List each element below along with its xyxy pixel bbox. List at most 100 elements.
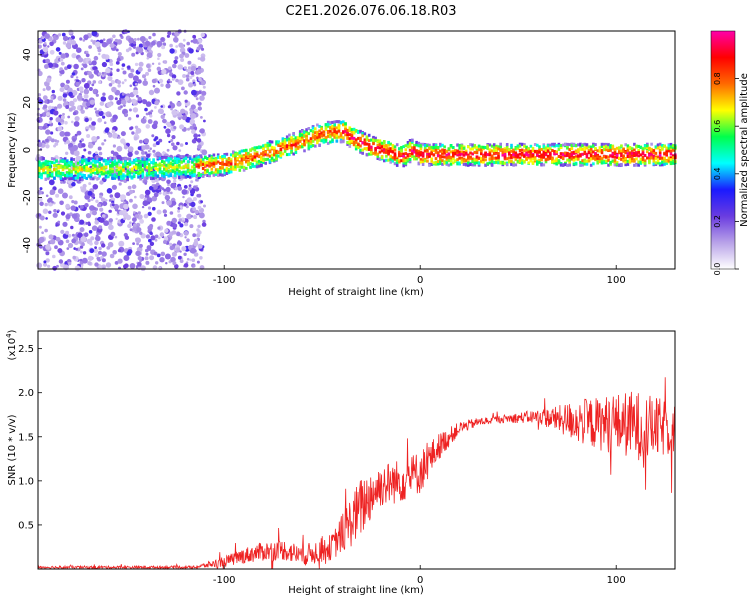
spectrogram-cell <box>245 155 248 159</box>
spectrogram-cell <box>229 158 233 162</box>
spectrogram-cell <box>357 143 360 147</box>
spectrogram-cell <box>238 151 242 155</box>
spectrogram-cell <box>475 155 479 159</box>
spectrogram-cell <box>156 182 160 186</box>
spectrogram-cell <box>98 161 101 165</box>
spectrogram-cell <box>529 144 533 148</box>
spectrogram-cell <box>283 141 287 145</box>
spectrogram-cell <box>93 248 99 254</box>
spectrogram-cell <box>247 163 250 167</box>
spectrogram-cell <box>354 140 358 144</box>
spectrogram-cell <box>110 80 115 85</box>
spectrogram-cell <box>160 160 164 163</box>
spectrogram-cell <box>236 165 239 169</box>
spectrogram-cell <box>480 159 483 163</box>
spectrogram-cell <box>193 155 196 159</box>
spectrogram-cell <box>96 167 99 171</box>
spectrogram-cell <box>395 143 399 147</box>
spectrogram-cell <box>633 163 636 167</box>
spectrogram-cell <box>66 171 69 175</box>
spectrogram-cell <box>45 194 49 198</box>
spectrogram-cell <box>658 156 662 160</box>
spectrogram-cell <box>206 157 209 161</box>
spectrogram-cell <box>251 164 254 168</box>
spectrogram-cell <box>449 159 453 163</box>
spectrogram-cell <box>109 164 112 168</box>
spectrogram-cell <box>398 152 401 156</box>
spectrogram-cell <box>434 145 438 149</box>
spectrogram-cell <box>87 144 92 148</box>
spectrogram-cell <box>165 186 171 193</box>
spectrogram-cell <box>156 40 163 47</box>
spectrogram-cell <box>216 170 220 173</box>
spectrogram-cell <box>378 141 382 145</box>
spectrogram-cell <box>107 241 114 248</box>
spectrogram-cell <box>404 161 408 165</box>
spectrogram-cell <box>531 146 535 150</box>
spectrogram-cell <box>568 163 571 167</box>
spectrogram-cell <box>117 160 121 164</box>
snr-background <box>38 331 675 569</box>
spectrogram-cell <box>359 139 362 142</box>
spectrogram-cell <box>510 159 513 163</box>
spectrogram-cell <box>197 224 201 228</box>
spectrogram-cell <box>136 94 139 98</box>
spectrogram-cell <box>145 174 149 178</box>
spectrogram-cell <box>333 120 336 124</box>
spectrogram-cell <box>596 159 599 163</box>
spectrogram-cell <box>613 155 617 159</box>
spectrogram-cell <box>529 154 533 158</box>
spectrogram-cell <box>181 115 187 121</box>
spectrogram-cell <box>574 150 578 154</box>
spectrogram-cell <box>314 144 317 148</box>
spectrogram-cell <box>497 158 500 162</box>
spectrogram-cell <box>376 140 380 144</box>
spectrogram-cell <box>615 153 619 157</box>
spectrogram-cell <box>624 151 627 154</box>
spectrogram-cell <box>283 138 287 142</box>
spectrogram-cell <box>65 42 72 49</box>
spectrogram-cell <box>273 158 276 162</box>
spectrogram-cell <box>555 144 558 148</box>
spectrogram-cell <box>303 149 306 153</box>
spectrogram-cell <box>108 209 112 213</box>
spectrogram-cell <box>197 134 201 137</box>
spectrogram-cell <box>182 74 187 78</box>
spectrogram-cell <box>70 74 74 79</box>
spectrogram-cell <box>473 161 477 165</box>
spectrogram-cell <box>178 157 181 161</box>
spectrogram-cell <box>505 144 509 148</box>
spectrogram-cell <box>45 138 49 143</box>
spectrogram-cell <box>469 163 472 166</box>
spectrogram-cell <box>71 53 77 59</box>
spectrogram-cell <box>72 176 76 180</box>
spectrogram-cell <box>624 157 627 161</box>
spectrogram-cell <box>542 144 546 148</box>
spectrogram-cell <box>135 250 141 257</box>
spectrogram-cell <box>189 125 194 130</box>
spectrogram-cell <box>43 262 48 267</box>
snr-multiplier-exp: 4 <box>5 333 13 338</box>
spectrogram-cell <box>646 156 649 160</box>
spectrogram-cell <box>54 139 58 143</box>
spectrogram-cell <box>197 205 202 210</box>
spectrogram-cell <box>104 171 108 175</box>
spectrogram-cell <box>339 135 343 139</box>
spectrogram-cell <box>542 146 546 150</box>
spectrogram-cell <box>581 161 584 165</box>
spectrogram-cell <box>113 174 117 178</box>
spectrogram-cell <box>77 106 81 111</box>
spectrogram-cell <box>193 133 199 139</box>
spectrogram-cell <box>585 155 589 159</box>
spectrogram-cell <box>480 148 483 152</box>
spectrogram-cell <box>277 144 280 147</box>
spectrogram-cell <box>178 160 181 163</box>
spectrogram-cell <box>512 155 515 159</box>
spectrogram-cell <box>47 45 50 48</box>
spectrogram-cell <box>219 173 222 177</box>
spectrogram-cell <box>518 152 522 156</box>
spectrogram-cell <box>87 261 92 266</box>
spectrogram-cell <box>495 160 498 164</box>
spectrogram-cell <box>234 155 237 158</box>
spectrogram-cell <box>538 158 541 162</box>
